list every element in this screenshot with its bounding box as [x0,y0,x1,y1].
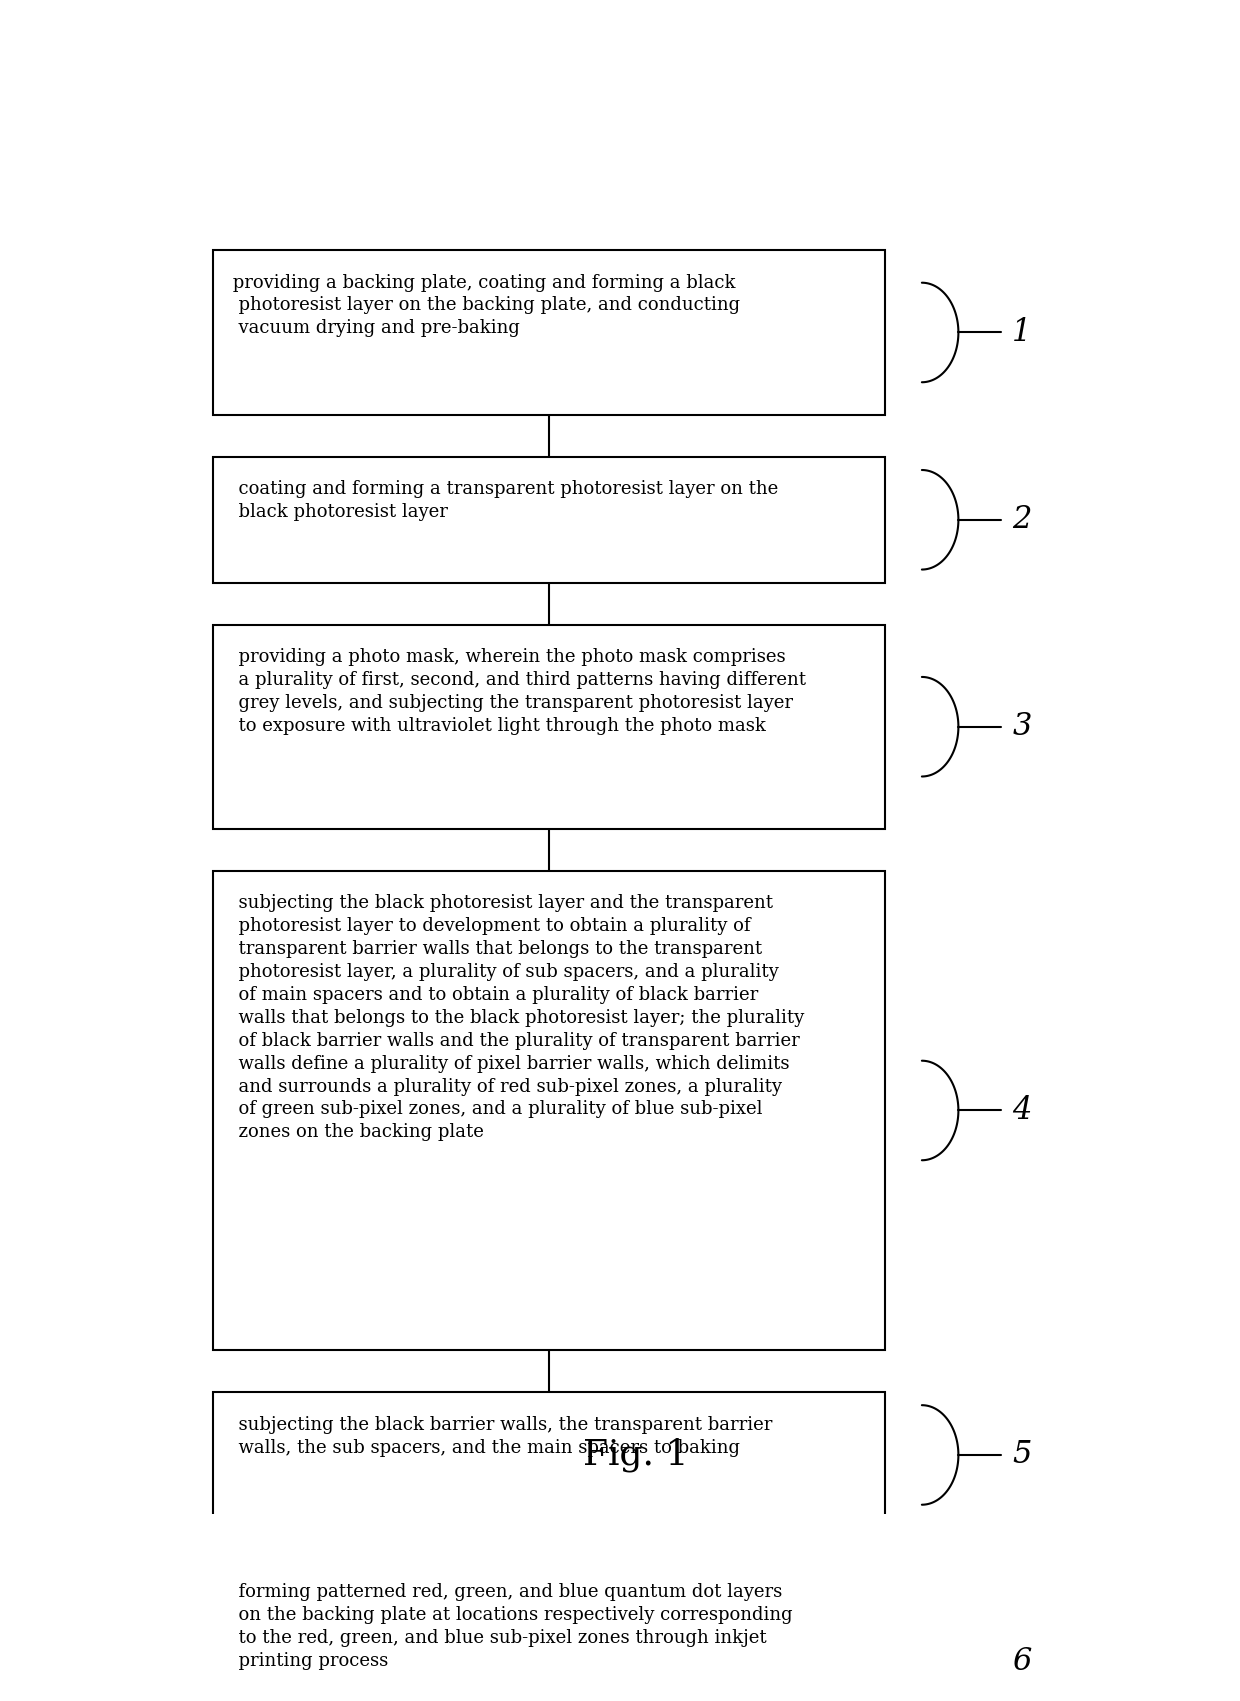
Text: providing a backing plate, coating and forming a black
  photoresist layer on th: providing a backing plate, coating and f… [227,274,740,337]
Text: forming patterned red, green, and blue quantum dot layers
  on the backing plate: forming patterned red, green, and blue q… [227,1584,792,1670]
Text: coating and forming a transparent photoresist layer on the
  black photoresist l: coating and forming a transparent photor… [227,480,779,522]
Text: 5: 5 [1012,1439,1032,1470]
Bar [213,458,885,583]
Bar [213,1391,885,1517]
Bar [213,871,885,1351]
Bar [213,250,885,415]
Text: 6: 6 [1012,1647,1032,1677]
Text: providing a photo mask, wherein the photo mask comprises
  a plurality of first,: providing a photo mask, wherein the phot… [227,648,806,735]
Text: subjecting the black photoresist layer and the transparent
  photoresist layer t: subjecting the black photoresist layer a… [227,895,805,1141]
Bar [213,1560,885,1701]
Text: 4: 4 [1012,1095,1032,1126]
Text: Fig. 1: Fig. 1 [583,1437,688,1471]
Text: 3: 3 [1012,711,1032,742]
Bar [213,624,885,828]
Text: 2: 2 [1012,503,1032,536]
Text: 1: 1 [1012,316,1032,349]
Text: subjecting the black barrier walls, the transparent barrier
  walls, the sub spa: subjecting the black barrier walls, the … [227,1415,773,1456]
